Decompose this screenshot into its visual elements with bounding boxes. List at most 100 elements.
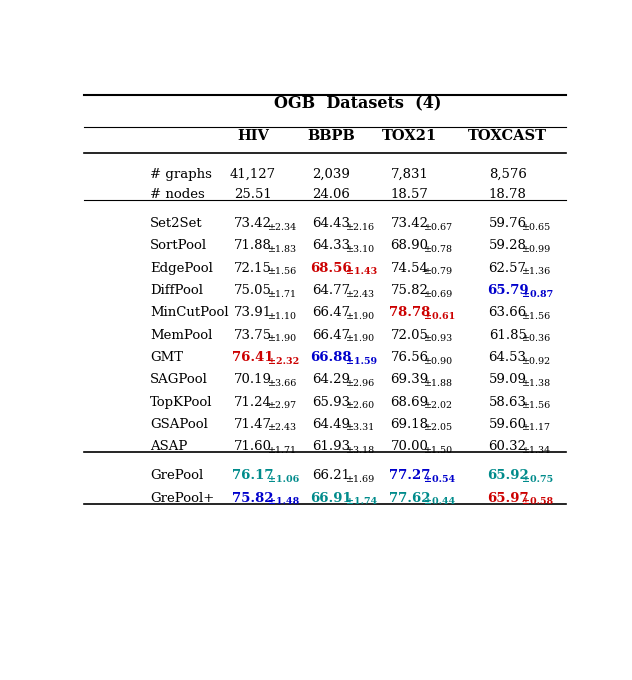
Text: Set2Set: Set2Set [150,217,203,230]
Text: 68.56: 68.56 [310,262,352,275]
Text: 76.56: 76.56 [391,351,428,364]
Text: 75.05: 75.05 [234,284,272,297]
Text: ±3.10: ±3.10 [346,245,375,254]
Text: 60.32: 60.32 [489,440,526,453]
Text: 24.06: 24.06 [312,188,350,201]
Text: ±0.58: ±0.58 [522,497,554,506]
Text: ±0.69: ±0.69 [424,290,454,299]
Text: 65.93: 65.93 [312,396,350,409]
Text: ±1.90: ±1.90 [267,335,296,343]
Text: 59.60: 59.60 [489,418,526,431]
Text: 59.76: 59.76 [489,217,526,230]
Text: ±1.17: ±1.17 [522,424,551,432]
Text: SortPool: SortPool [150,239,207,252]
Text: # graphs: # graphs [150,168,212,181]
Text: EdgePool: EdgePool [150,262,213,275]
Text: ±0.78: ±0.78 [424,245,453,254]
Text: 70.19: 70.19 [234,373,272,386]
Text: ±1.34: ±1.34 [522,446,551,455]
Text: GSAPool: GSAPool [150,418,208,431]
Text: OGB  Datasets  (4): OGB Datasets (4) [274,96,442,113]
Text: 74.54: 74.54 [391,262,428,275]
Text: 65.97: 65.97 [487,492,528,505]
Text: 77.27: 77.27 [389,469,430,482]
Text: 62.57: 62.57 [489,262,526,275]
Text: ±0.65: ±0.65 [522,223,552,232]
Text: 8,576: 8,576 [489,168,526,181]
Text: TOX21: TOX21 [382,129,437,143]
Text: 72.15: 72.15 [234,262,272,275]
Text: # nodes: # nodes [150,188,205,201]
Text: GMT: GMT [150,351,183,364]
Text: ±2.02: ±2.02 [424,401,453,410]
Text: ±1.59: ±1.59 [346,356,377,366]
Text: ±1.38: ±1.38 [522,379,551,388]
Text: 75.82: 75.82 [391,284,428,297]
Text: ±1.50: ±1.50 [424,446,453,455]
Text: ±0.67: ±0.67 [424,223,453,232]
Text: 76.17: 76.17 [232,469,274,482]
Text: ±1.48: ±1.48 [267,497,299,506]
Text: TOXCAST: TOXCAST [468,129,547,143]
Text: ±0.75: ±0.75 [522,475,554,484]
Text: 72.05: 72.05 [391,328,428,341]
Text: ±1.43: ±1.43 [346,267,377,276]
Text: ±3.18: ±3.18 [346,446,375,455]
Text: ±0.44: ±0.44 [424,497,456,506]
Text: 66.47: 66.47 [312,306,350,320]
Text: HIV: HIV [237,129,269,143]
Text: 73.91: 73.91 [234,306,272,320]
Text: 64.29: 64.29 [312,373,350,386]
Text: 66.47: 66.47 [312,328,350,341]
Text: 71.88: 71.88 [234,239,272,252]
Text: 71.24: 71.24 [234,396,272,409]
Text: ±2.43: ±2.43 [267,424,296,432]
Text: 2,039: 2,039 [312,168,350,181]
Text: SAGPool: SAGPool [150,373,208,386]
Text: 66.88: 66.88 [310,351,352,364]
Text: 73.75: 73.75 [234,328,272,341]
Text: 64.43: 64.43 [312,217,350,230]
Text: ±1.71: ±1.71 [267,446,296,455]
Text: ±0.61: ±0.61 [424,312,456,321]
Text: ±1.83: ±1.83 [267,245,296,254]
Text: ±0.90: ±0.90 [424,356,453,366]
Text: ±2.05: ±2.05 [424,424,453,432]
Text: ±1.90: ±1.90 [346,335,375,343]
Text: 68.90: 68.90 [391,239,428,252]
Text: 64.49: 64.49 [312,418,350,431]
Text: GrePool: GrePool [150,469,204,482]
Text: ±1.69: ±1.69 [346,475,375,484]
Text: 61.85: 61.85 [489,328,526,341]
Text: ±2.60: ±2.60 [346,401,375,410]
Text: 59.09: 59.09 [489,373,526,386]
Text: 76.41: 76.41 [232,351,274,364]
Text: 25.51: 25.51 [234,188,272,201]
Text: ±0.99: ±0.99 [522,245,552,254]
Text: 59.28: 59.28 [489,239,526,252]
Text: 69.18: 69.18 [391,418,428,431]
Text: 69.39: 69.39 [391,373,428,386]
Text: ±1.71: ±1.71 [267,290,296,299]
Text: ±0.87: ±0.87 [522,290,554,299]
Text: ±2.43: ±2.43 [346,290,375,299]
Text: 61.93: 61.93 [312,440,350,453]
Text: ±2.16: ±2.16 [346,223,375,232]
Text: ±1.36: ±1.36 [522,267,552,276]
Text: 77.62: 77.62 [389,492,430,505]
Text: ±3.31: ±3.31 [346,424,375,432]
Text: ±1.56: ±1.56 [267,267,297,276]
Text: 63.66: 63.66 [489,306,526,320]
Text: 70.00: 70.00 [391,440,428,453]
Text: 73.42: 73.42 [391,217,428,230]
Text: ±2.96: ±2.96 [346,379,375,388]
Text: 65.79: 65.79 [487,284,528,297]
Text: 66.91: 66.91 [310,492,352,505]
Text: TopKPool: TopKPool [150,396,212,409]
Text: ±1.10: ±1.10 [267,312,296,321]
Text: ±0.93: ±0.93 [424,335,454,343]
Text: ±1.56: ±1.56 [522,401,552,410]
Text: MemPool: MemPool [150,328,212,341]
Text: 65.92: 65.92 [487,469,528,482]
Text: ±0.79: ±0.79 [424,267,453,276]
